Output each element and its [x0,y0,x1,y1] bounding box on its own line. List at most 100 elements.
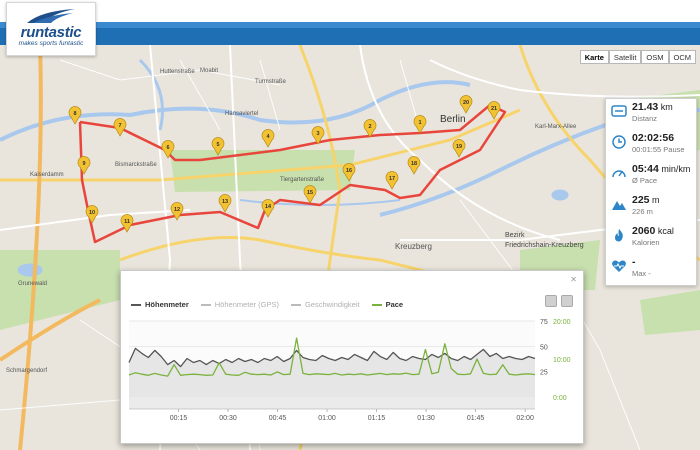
route-marker-label: 12 [174,207,180,213]
route-marker-label: 19 [456,144,462,150]
map-type-switcher: Karte Satellit OSM OCM [579,50,696,64]
legend-hoehenmeter[interactable]: Höhenmeter [131,300,189,309]
route-marker[interactable]: 12 [170,202,184,221]
legend-geschwindigkeit[interactable]: Geschwindigkeit [290,300,360,309]
left-axis-tick: 50 [540,344,548,351]
map-type-osm[interactable]: OSM [641,50,669,64]
calories-label: Kalorien [632,238,660,247]
label-friedrichshain-2: Friedrichshain-Kreuzberg [505,242,584,249]
label-bismarckstrasse: Bismarckstraße [115,162,157,168]
pace-unit: min/km [661,164,691,174]
route-marker-label: 9 [82,161,85,167]
legend-hoehenmeter-gps[interactable]: Höhenmeter (GPS) [200,300,279,309]
x-axis-tick: 01:00 [318,415,336,422]
x-axis-tick: 00:45 [269,415,287,422]
x-axis-tick: 00:30 [219,415,237,422]
map-type-satellit[interactable]: Satellit [608,50,642,64]
route-marker-label: 2 [368,124,371,130]
elevation-unit: m [652,195,660,205]
x-axis-tick: 02:00 [516,415,534,422]
legend-label: Geschwindigkeit [304,300,360,309]
x-axis-tick: 01:15 [368,415,386,422]
distance-value: 21.43 [632,101,659,113]
pace-label: Ø Pace [632,176,658,185]
legend-swatch [290,303,301,306]
pace-icon [612,170,626,178]
route-marker-label: 5 [216,142,219,148]
legend-label: Höhenmeter (GPS) [214,300,279,309]
route-marker[interactable]: 2 [363,119,377,138]
route-marker[interactable]: 14 [261,199,275,218]
route-line [78,103,507,244]
runtastic-logo[interactable]: runtastic makes sports funtastic [6,2,96,56]
label-schmargendorf: Schmargendorf [6,368,47,374]
download-icon[interactable] [561,295,573,307]
route-marker[interactable]: 11 [120,214,134,233]
elevation-icon [612,201,626,210]
map-text-labels: Berlin Moabit Kreuzberg Grunewald Schmar… [6,68,584,374]
close-icon[interactable]: ✕ [570,275,577,284]
route-marker[interactable]: 15 [303,185,317,204]
route-marker-label: 1 [418,120,421,126]
distance-label: Distanz [632,114,658,123]
route-marker[interactable]: 4 [261,129,275,148]
label-karl-marx-allee: Karl-Marx-Allee [535,124,577,130]
route-marker[interactable]: 6 [161,140,175,159]
left-axis-tick: 25 [540,370,548,377]
distance-unit: km [660,102,673,112]
route-marker[interactable]: 17 [385,171,399,190]
x-axis-tick: 00:15 [170,415,188,422]
label-friedrichshain: Bezirk [505,232,525,239]
label-grunewald: Grunewald [18,281,47,287]
label-kaiserdamm: Kaiserdamm [30,172,64,178]
calories-value: 2060 [632,225,656,237]
distance-icon [611,105,627,117]
elevation-area [129,348,535,397]
plot-area-footer [129,397,535,409]
route-marker-label: 11 [124,219,130,225]
stat-duration: 02:02:56 00:01:55 Pause [611,133,691,164]
x-axis-tick: 01:45 [467,415,485,422]
elevation-pace-chart-panel: ✕ 75 50 25 20:00 10:00 0:00 00:15 00:30 00:45 01:… [120,270,584,444]
route-marker[interactable]: 18 [407,156,421,175]
right-axis-tick: 10:00 [553,357,571,364]
print-icon[interactable] [545,295,557,307]
label-moabit: Moabit [200,68,218,74]
right-axis-tick: 0:00 [553,395,567,402]
x-axis-tick: 01:30 [417,415,435,422]
route-marker[interactable]: 8 [68,106,82,125]
route-marker[interactable]: 9 [77,156,91,175]
label-berlin: Berlin [440,114,466,125]
label-tiergartenstrasse: Tiergartenstraße [280,177,325,183]
route-marker[interactable]: 7 [113,118,127,137]
legend-label: Höhenmeter [145,300,189,309]
route-marker[interactable]: 13 [218,194,232,213]
route-marker[interactable]: 16 [342,163,356,182]
map-type-ocm[interactable]: OCM [668,50,696,64]
series-line-pace [128,337,536,377]
route-marker[interactable]: 5 [211,137,225,156]
logo-tagline: makes sports funtastic [18,40,84,47]
elevation-pace-chart: 75 50 25 20:00 10:00 0:00 00:15 00:30 00:45 01:00… [128,319,571,422]
route-marker-label: 15 [307,190,313,196]
route-marker[interactable]: 3 [311,126,325,145]
activity-stats-panel: 21.43 km Distanz 02:02:56 00:01:55 Pause 0… [605,98,697,286]
logo-swoosh-icon [27,9,75,23]
route-marker[interactable]: 19 [452,139,466,158]
series-line-elevation [128,347,536,368]
route-marker[interactable]: 10 [85,205,99,224]
header-bar [0,0,700,45]
heart-icon [612,260,626,272]
route-marker[interactable]: 21 [487,101,501,120]
route-marker[interactable]: 1 [413,115,427,134]
label-turmstrasse: Turmstraße [255,79,286,85]
map-type-karte[interactable]: Karte [579,50,609,64]
stat-elevation: 225 m 226 m [611,195,691,226]
route-marker-label: 8 [73,111,76,117]
legend-pace[interactable]: Pace [371,300,403,309]
route-marker-label: 13 [222,199,228,205]
route-marker[interactable]: 20 [459,95,473,114]
stat-calories: 2060 kcal Kalorien [611,226,691,257]
route-marker-label: 6 [166,145,169,151]
